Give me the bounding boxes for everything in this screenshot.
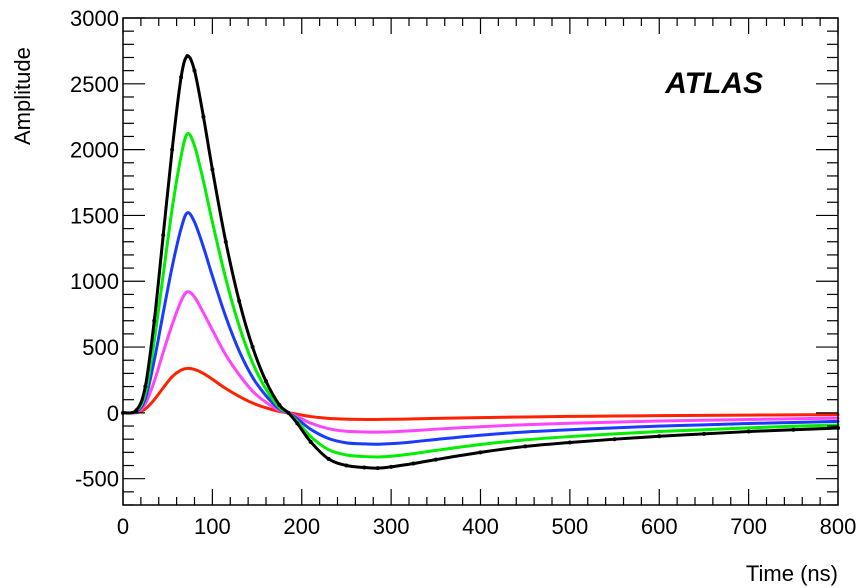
x-tick-label: 600 (641, 514, 678, 539)
series-1-point (308, 439, 313, 444)
y-tick-label: 1500 (70, 203, 119, 228)
x-tick-label: 0 (117, 514, 129, 539)
series-1-point (326, 456, 331, 461)
series-1-point (791, 427, 796, 432)
x-tick-label: 400 (462, 514, 499, 539)
series-1-point (277, 402, 282, 407)
series-1-point (152, 318, 157, 323)
labels-layer: 0 100 200 300 400 500 600 700 800 -500 0 500 1000 150… (70, 6, 856, 539)
series-1-point (161, 233, 166, 238)
series-1-point (344, 463, 349, 468)
y-tick-label: 2000 (70, 138, 119, 163)
series-1-point (411, 461, 416, 466)
x-tick-label: 100 (194, 514, 231, 539)
annotation-label: ATLAS (664, 67, 763, 100)
series-1-point (478, 450, 483, 455)
series-line-3 (121, 211, 840, 446)
series-1-point (567, 440, 572, 445)
series-1-point (250, 345, 255, 350)
series-1-point (657, 434, 662, 439)
series-1-point (746, 429, 751, 434)
series-1-point (286, 410, 291, 415)
series-1-point (523, 444, 528, 449)
series-layer (121, 54, 840, 471)
series-line-1 (121, 54, 840, 470)
series-1-point (389, 464, 394, 469)
series-1-point (375, 466, 380, 471)
x-tick-label: 300 (373, 514, 410, 539)
series-1-point (134, 408, 139, 413)
ticks-layer (122, 17, 839, 506)
y-tick-label: -500 (75, 467, 119, 492)
series-line-5 (121, 366, 840, 421)
series-1-point (612, 437, 617, 442)
y-axis-title: Amplitude (10, 47, 35, 145)
series-1-point (201, 114, 206, 119)
series-1-point (170, 147, 175, 152)
series-1-point (362, 465, 367, 470)
x-tick-label: 500 (552, 514, 589, 539)
x-tick-label: 700 (730, 514, 767, 539)
series-1-point (210, 167, 215, 172)
series-1-point (192, 68, 197, 73)
x-tick-label: 800 (820, 514, 857, 539)
series-1-point (701, 431, 706, 436)
y-tick-label: 1000 (70, 269, 119, 294)
series-1-point (143, 384, 148, 389)
series-1-point (295, 421, 300, 426)
y-tick-label: 2500 (70, 72, 119, 97)
series-1-point (179, 75, 184, 80)
y-tick-label: 0 (107, 401, 119, 426)
series-1-point (185, 54, 190, 59)
series-1-point (237, 298, 242, 303)
series-1-point (264, 379, 268, 384)
series-line-2 (121, 132, 840, 459)
plot-frame (122, 17, 839, 506)
x-tick-label: 200 (283, 514, 320, 539)
y-tick-label: 500 (82, 335, 119, 360)
series-1-point (433, 457, 438, 462)
series-1-point (223, 239, 228, 244)
y-tick-label: 3000 (70, 6, 119, 31)
series-line-4 (121, 290, 840, 434)
x-axis-title: Time (ns) (746, 561, 838, 586)
